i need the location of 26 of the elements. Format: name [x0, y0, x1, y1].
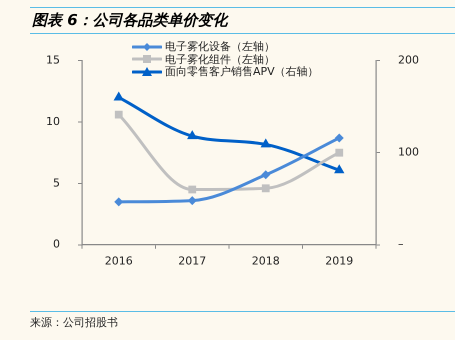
source-note: 来源：公司招股书 [30, 311, 455, 330]
x-tick-label: 2018 [252, 254, 280, 268]
point [114, 91, 124, 100]
legend-label: 面向零售客户销售APV（右轴） [165, 65, 319, 78]
x-tick-label: 2017 [178, 254, 206, 268]
x-tick-label: 2016 [104, 254, 133, 268]
point [261, 170, 270, 180]
point [334, 133, 344, 142]
y2-tick-label: 200 [398, 53, 420, 66]
point [335, 148, 344, 157]
point [188, 186, 196, 194]
point [260, 138, 271, 148]
x-tick-label: 2019 [325, 254, 354, 268]
point [334, 164, 344, 174]
point [187, 130, 198, 140]
y-tick-label: 5 [52, 176, 60, 190]
y2-tick-label: – [398, 238, 404, 251]
legend-label: 电子雾化组件（左轴） [165, 52, 275, 66]
point [114, 110, 123, 119]
y-tick-label: 0 [52, 238, 60, 251]
chart-title: 图表 6：公司各品类单价变化 [30, 7, 455, 34]
y-tick-label: 15 [46, 53, 60, 66]
y2-tick-label: 100 [398, 146, 420, 159]
point [262, 184, 270, 192]
legend-label: 电子雾化设备（左轴） [165, 40, 275, 53]
y-tick-label: 10 [46, 114, 60, 128]
